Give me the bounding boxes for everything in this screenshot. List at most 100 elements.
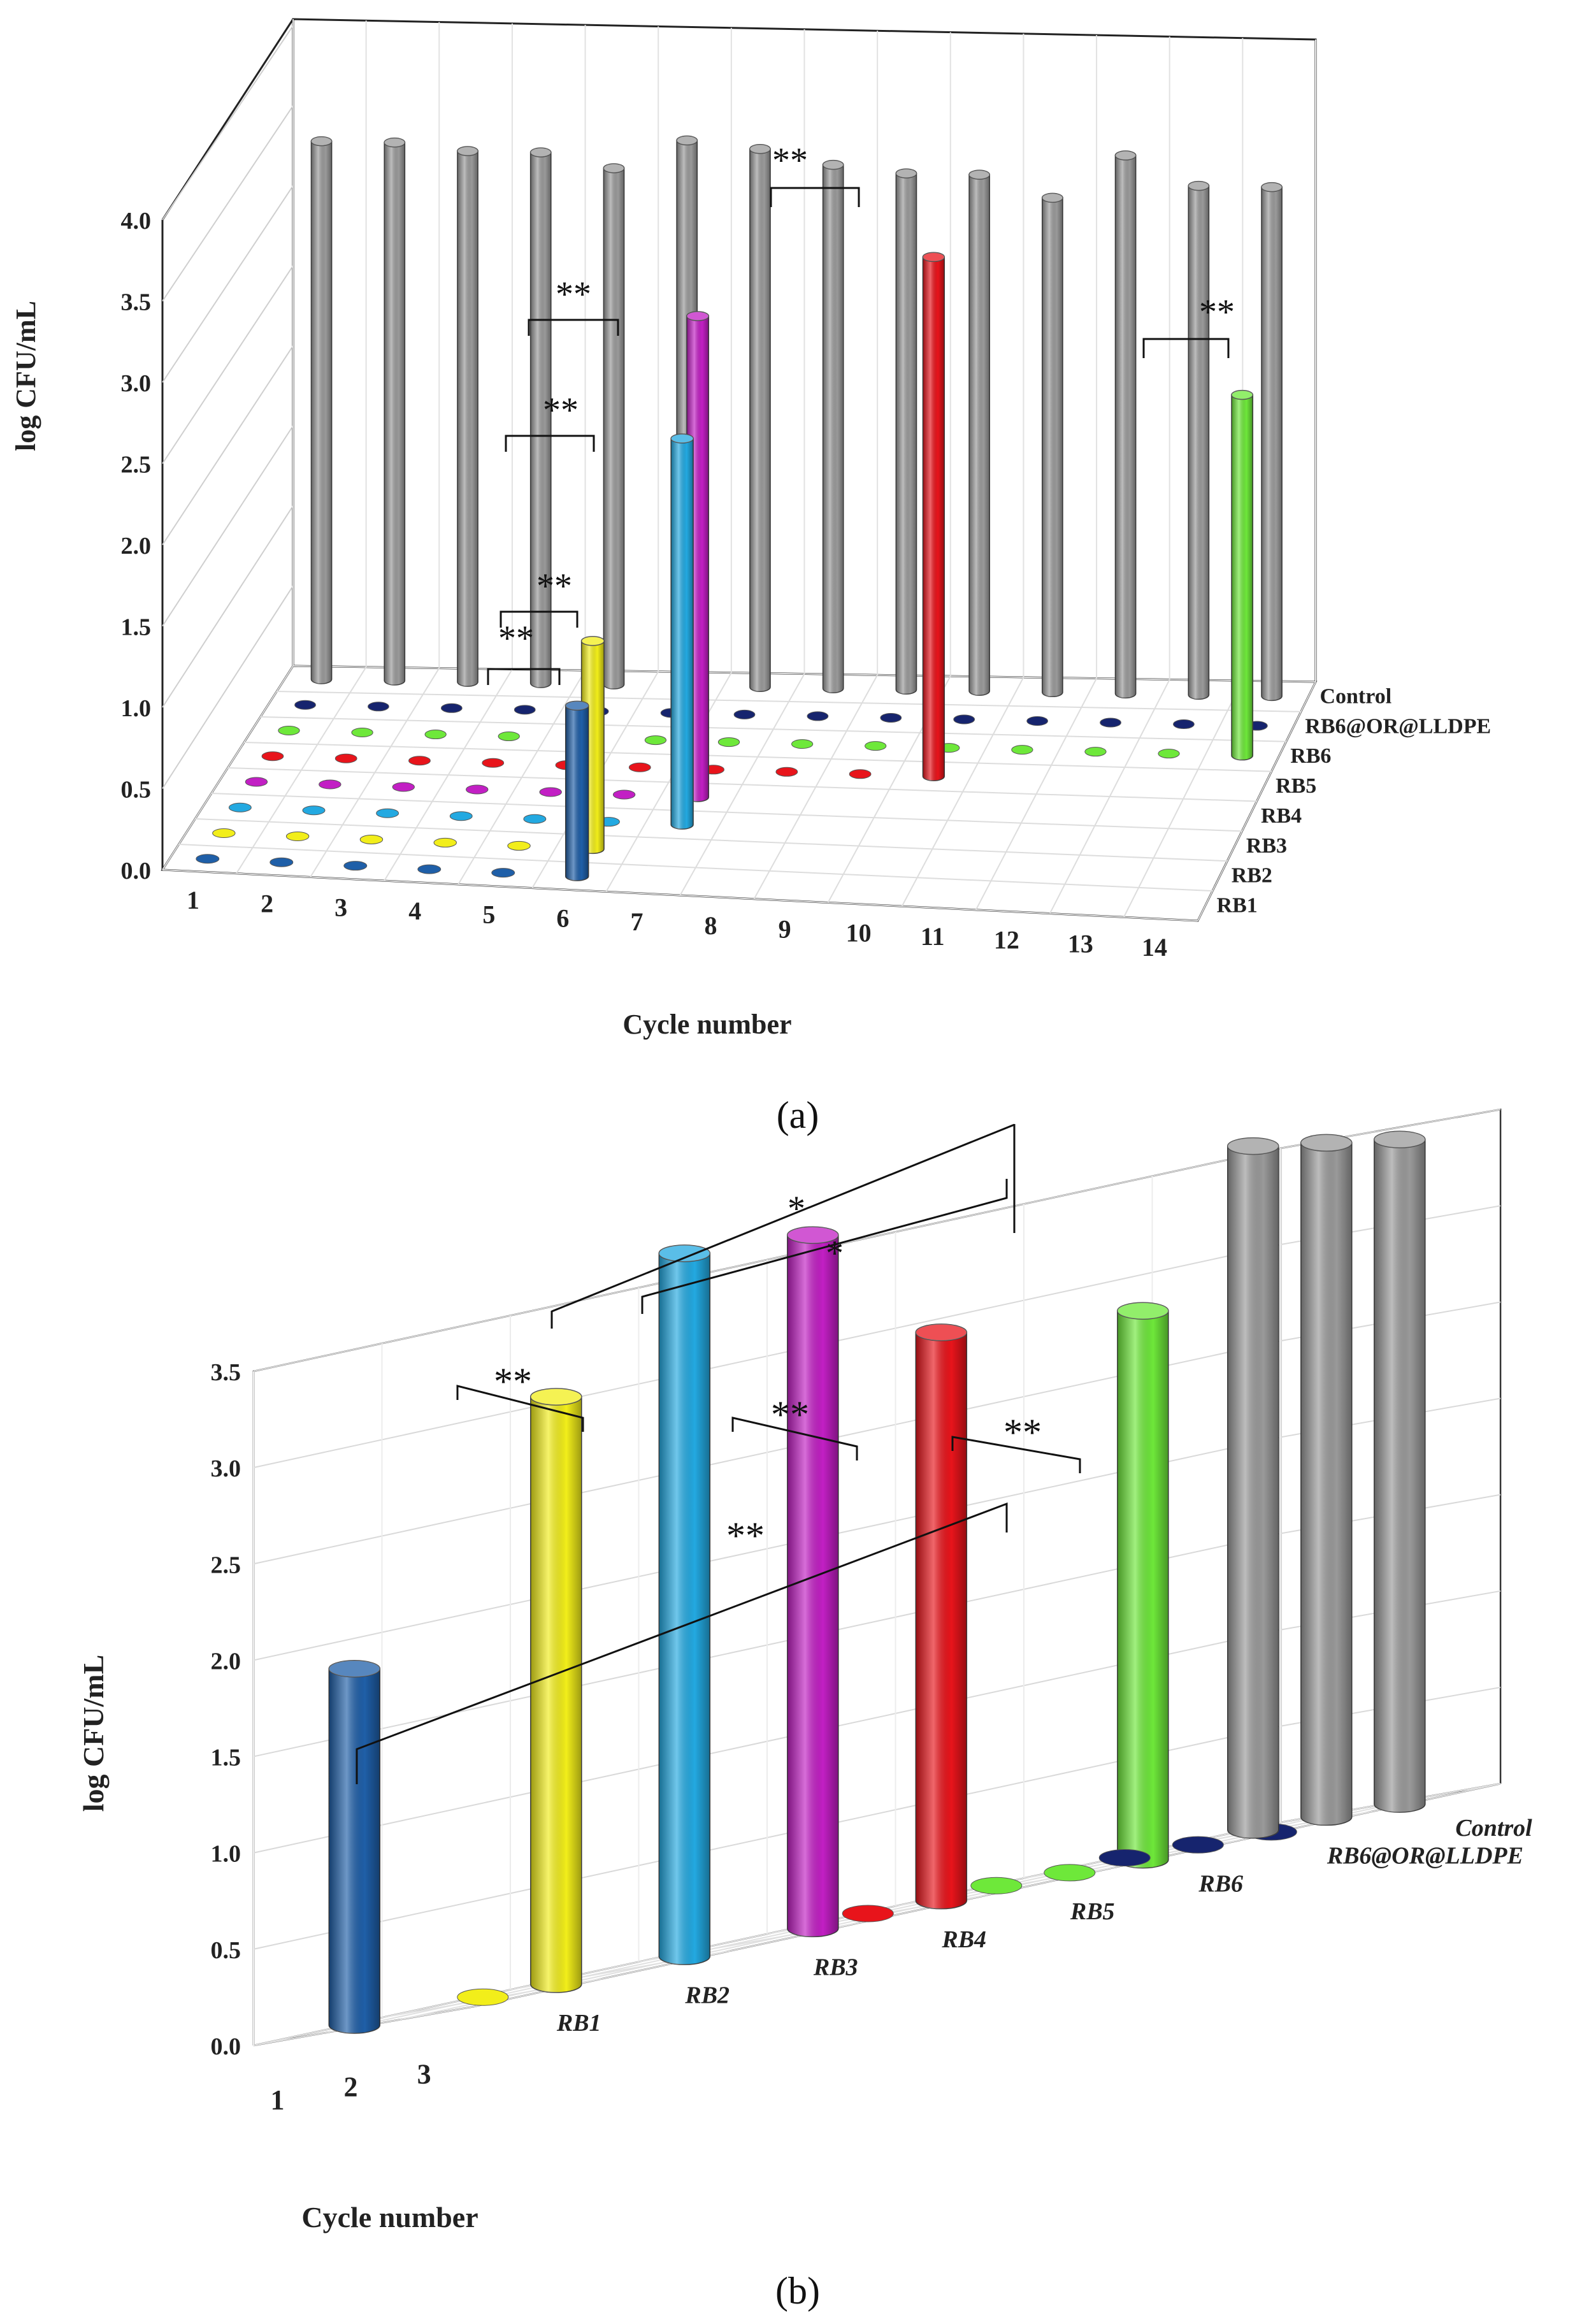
bar-a-rb2-cycle-5 (507, 840, 531, 851)
bar-a-rb1-cycle-6-top-highlight (565, 701, 589, 710)
bar-a-control-cycle-10-shading (969, 175, 990, 696)
chart-b-depth-label: RB4 (941, 1926, 986, 1953)
bar-b-control-cycle-3-top-highlight (1374, 1131, 1425, 1148)
bar-a-rb2-cycle-5-disc (507, 840, 531, 851)
bar-a-control-cycle-5-top (603, 163, 625, 173)
chart-b-sig-1-label: * (787, 1189, 805, 1229)
bar-a-rb6-cycle-1-disc (278, 726, 300, 736)
bar-b-rb2-cycle-2 (530, 1388, 582, 1993)
bar-a-rb5-cycle-9 (849, 769, 872, 779)
bar-a-control-cycle-11-top-highlight (1042, 193, 1063, 203)
bar-a-rb4-cycle-4 (466, 784, 489, 795)
chart-b-sig-4-label: ** (494, 1360, 532, 1403)
chart-b-depth-label: RB6 (1198, 1870, 1243, 1897)
chart-a-xtick-label: 3 (334, 893, 347, 921)
chart-a-sig-3-label: ** (543, 391, 579, 430)
chart-b-ytick-label: 2.0 (211, 1648, 241, 1675)
chart-b-annotations: ******** ** (356, 1123, 1081, 1784)
bar-a-rb6-or-lldpe-cycle-8 (807, 711, 829, 721)
chart-a-xtick-label: 12 (994, 926, 1019, 955)
chart-a-sig-1-label: ** (498, 619, 534, 658)
bar-a-rb2-cycle-4-disc (433, 837, 457, 847)
bar-a-rb6-or-lldpe-cycle-9-disc (880, 712, 902, 723)
bar-a-rb1-cycle-6-shading (565, 705, 589, 881)
chart-a-floor-gridline (211, 793, 1242, 832)
bar-a-control-cycle-2-top (384, 137, 406, 148)
bar-a-rb3-cycle-3-disc (376, 808, 399, 818)
bar-a-rb1-cycle-3 (343, 861, 368, 871)
bar-a-rb3-cycle-2 (302, 805, 326, 816)
bar-a-control-cycle-4-shading (530, 152, 551, 688)
chart-b-ytick-label: 0.5 (211, 1937, 241, 1964)
chart-b-sig-3-label: ** (726, 1515, 765, 1557)
bar-a-rb6-or-lldpe-cycle-7 (733, 709, 756, 719)
chart-a-xtick-label: 9 (779, 915, 791, 944)
bar-a-rb6-or-lldpe-cycle-4-disc (514, 705, 536, 715)
chart-a-floor (161, 665, 1318, 922)
bar-b-control-cycle-1-top (1227, 1137, 1279, 1155)
bar-b-control-cycle-3 (1374, 1130, 1426, 1813)
bar-a-rb6-cycle-14 (1231, 389, 1254, 761)
bar-b-rb6-cycle-1-disc (970, 1877, 1023, 1894)
bar-a-control-cycle-1-shading (311, 141, 332, 684)
bar-a-rb1-cycle-2-disc (270, 857, 294, 867)
bar-a-rb5-cycle-1-disc (261, 751, 284, 761)
chart-a-depth-label: Control (1319, 684, 1391, 708)
bar-a-rb6-or-lldpe-cycle-9 (880, 712, 902, 723)
bar-b-rb2-cycle-1 (457, 1988, 509, 2006)
bar-a-rb2-cycle-1 (212, 828, 236, 838)
bar-a-control-cycle-3-top-highlight (457, 147, 478, 156)
bar-a-rb6-cycle-4 (498, 732, 520, 742)
bar-a-control-cycle-14-shading (1261, 187, 1283, 701)
bar-a-control-cycle-1 (310, 136, 333, 684)
chart-a-xtick-label: 7 (630, 907, 643, 936)
chart-b-depth-label: RB3 (813, 1954, 858, 1981)
chart-a-xtick-label: 1 (187, 886, 199, 914)
bar-a-rb5-cycle-2 (334, 753, 357, 763)
chart-a-side-gridline (162, 25, 294, 220)
bar-a-control-cycle-13-shading (1188, 185, 1209, 700)
bar-b-rb6-cycle-2 (1044, 1864, 1096, 1882)
chart-a-ytick-label: 0.5 (121, 777, 152, 804)
chart-a-ytick-label: 1.0 (121, 695, 152, 722)
bar-a-control-cycle-4 (529, 147, 552, 688)
bar-b-rb6-or-lldpe-cycle-2-disc (1172, 1836, 1224, 1854)
chart-a-depth-label: RB5 (1276, 774, 1316, 798)
chart-a-floor-gridline (227, 767, 1257, 802)
chart-a-side-gridline (162, 345, 294, 545)
bar-a-rb5-cycle-9-disc (849, 769, 872, 779)
bar-a-rb6-or-lldpe-cycle-1 (294, 700, 316, 710)
bar-b-rb2-cycle-2-top-highlight (530, 1388, 582, 1405)
bar-a-rb4-cycle-3-disc (392, 782, 415, 792)
bar-a-rb6-or-lldpe-cycle-12-disc (1100, 718, 1121, 728)
bar-a-rb3-cycle-7-top (670, 433, 694, 443)
bar-a-rb6-cycle-4-disc (498, 732, 520, 742)
bar-a-control-cycle-3 (457, 146, 478, 687)
bar-a-rb4-cycle-5-disc (539, 787, 562, 797)
bar-a-control-cycle-12-shading (1115, 155, 1136, 698)
bar-b-rb4-cycle-2-top (787, 1226, 839, 1244)
bar-a-rb5-cycle-1 (261, 751, 284, 761)
bar-b-rb5-cycle-1 (842, 1905, 894, 1922)
chart-a-sig-6-label: ** (1199, 292, 1235, 332)
bar-a-control-cycle-8-top (822, 159, 844, 170)
bar-a-rb4-cycle-2-disc (319, 779, 341, 790)
bar-a-rb2-cycle-1-disc (212, 828, 236, 838)
bar-b-rb4-cycle-2-shading (787, 1235, 838, 1937)
chart-a-sig-2-line (500, 610, 579, 628)
chart-a-ytick-label: 2.5 (121, 452, 152, 479)
chart-a-annotations: ************ (487, 141, 1235, 685)
bar-b-rb3-cycle-2-shading (659, 1253, 710, 1965)
bar-b-rb1-cycle-1-top (328, 1659, 381, 1678)
bar-a-rb6-cycle-3-disc (424, 730, 447, 740)
chart-a-sig-6-line (1142, 338, 1230, 358)
chart-b-depth-label: RB1 (556, 2010, 601, 2037)
chart-a-sig-1-line (487, 668, 561, 685)
chart-a-ytick-label: 1.5 (121, 614, 152, 641)
bar-a-rb4-cycle-2 (319, 779, 341, 790)
bar-a-control-cycle-11 (1042, 192, 1063, 697)
bar-a-control-cycle-7-shading (749, 148, 771, 692)
chart-panel-b: 0.00.51.01.52.02.53.03.5 ******** ** 1 2 3R… (77, 1108, 1532, 2312)
bar-a-rb5-cycle-4 (482, 758, 505, 768)
chart-a-depth-label: RB3 (1246, 834, 1287, 858)
